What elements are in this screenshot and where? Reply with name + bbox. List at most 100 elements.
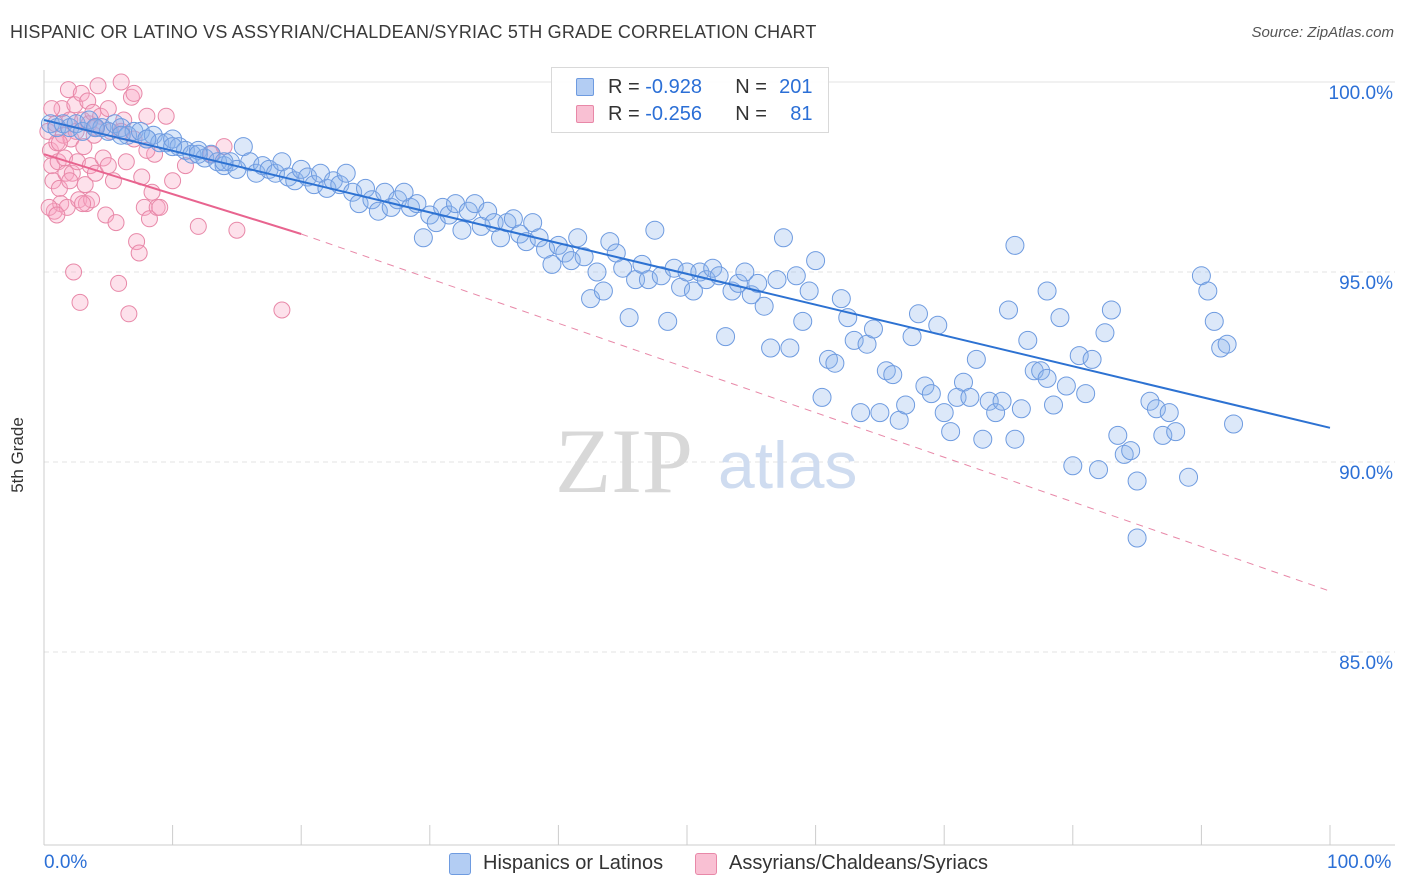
point-assyrians bbox=[228, 221, 246, 239]
point-hispanics bbox=[1159, 403, 1179, 423]
point-hispanics bbox=[1095, 323, 1115, 343]
point-hispanics bbox=[1031, 361, 1051, 381]
point-hispanics bbox=[793, 311, 813, 331]
point-hispanics bbox=[561, 251, 581, 271]
point-hispanics bbox=[1140, 391, 1160, 411]
point-hispanics bbox=[542, 254, 562, 274]
point-hispanics bbox=[973, 429, 993, 449]
y-tick-label: 85.0% bbox=[1339, 653, 1393, 674]
point-hispanics bbox=[812, 387, 832, 407]
point-hispanics bbox=[806, 251, 826, 271]
point-hispanics bbox=[1166, 422, 1186, 442]
legend-n-label: N = bbox=[735, 75, 767, 98]
point-assyrians bbox=[138, 107, 156, 125]
point-hispanics bbox=[683, 281, 703, 301]
point-hispanics bbox=[452, 220, 472, 240]
point-hispanics bbox=[458, 201, 478, 221]
point-hispanics bbox=[1089, 460, 1109, 480]
point-hispanics bbox=[587, 262, 607, 282]
point-assyrians bbox=[75, 138, 93, 156]
point-hispanics bbox=[240, 152, 260, 172]
point-hispanics bbox=[413, 228, 433, 248]
point-hispanics bbox=[593, 281, 613, 301]
y-tick-label: 95.0% bbox=[1339, 273, 1393, 294]
point-hispanics bbox=[1050, 308, 1070, 328]
point-hispanics bbox=[754, 296, 774, 316]
point-hispanics bbox=[1056, 376, 1076, 396]
point-hispanics bbox=[1005, 235, 1025, 255]
watermark: ZIP atlas bbox=[555, 410, 857, 512]
point-assyrians bbox=[43, 100, 61, 118]
point-hispanics bbox=[163, 129, 183, 149]
bottom-legend-assyrians[interactable]: Assyrians/Chaldeans/Syriacs bbox=[695, 852, 988, 875]
point-hispanics bbox=[896, 395, 916, 415]
point-hispanics bbox=[703, 258, 723, 278]
point-hispanics bbox=[748, 273, 768, 293]
point-hispanics bbox=[799, 281, 819, 301]
point-hispanics bbox=[1011, 399, 1031, 419]
point-hispanics bbox=[767, 270, 787, 290]
bottom-legend: Hispanics or Latinos Assyrians/Chaldeans… bbox=[0, 850, 1406, 878]
point-assyrians bbox=[57, 164, 75, 182]
point-assyrians bbox=[71, 293, 89, 311]
x-tick-label-max: 100.0% bbox=[1327, 852, 1392, 873]
bottom-legend-label: Assyrians/Chaldeans/Syriacs bbox=[729, 852, 988, 874]
legend-n-label: N = bbox=[735, 102, 767, 125]
point-assyrians bbox=[110, 274, 128, 292]
point-hispanics bbox=[696, 270, 716, 290]
point-hispanics bbox=[844, 330, 864, 350]
point-hispanics bbox=[773, 228, 793, 248]
point-hispanics bbox=[908, 304, 928, 324]
point-hispanics bbox=[111, 118, 131, 138]
point-hispanics bbox=[1076, 384, 1096, 404]
point-hispanics bbox=[1217, 334, 1237, 354]
point-assyrians bbox=[164, 172, 182, 190]
point-assyrians bbox=[273, 301, 291, 319]
bottom-legend-hispanics[interactable]: Hispanics or Latinos bbox=[449, 852, 663, 875]
point-hispanics bbox=[966, 349, 986, 369]
point-hispanics bbox=[735, 262, 755, 282]
point-hispanics bbox=[1108, 425, 1128, 445]
point-assyrians bbox=[120, 305, 138, 323]
point-hispanics bbox=[1063, 456, 1083, 476]
source-label: Source: ZipAtlas.com bbox=[1251, 24, 1394, 41]
point-hispanics bbox=[111, 125, 131, 145]
point-hispanics bbox=[1127, 528, 1147, 548]
point-assyrians bbox=[65, 263, 83, 281]
point-hispanics bbox=[1044, 395, 1064, 415]
legend-n-value: 201 bbox=[779, 75, 813, 98]
point-hispanics bbox=[992, 391, 1012, 411]
point-hispanics bbox=[1179, 467, 1199, 487]
point-assyrians bbox=[61, 172, 79, 190]
legend-row-hispanics: R = -0.928 N = 201 bbox=[576, 75, 813, 99]
point-assyrians bbox=[176, 157, 194, 175]
point-hispanics bbox=[336, 163, 356, 183]
point-hispanics bbox=[1005, 429, 1025, 449]
point-hispanics bbox=[786, 266, 806, 286]
legend-n-value: 81 bbox=[790, 102, 813, 125]
point-hispanics bbox=[568, 228, 588, 248]
legend-r-value: -0.256 bbox=[645, 102, 702, 125]
point-hispanics bbox=[960, 387, 980, 407]
point-hispanics bbox=[1037, 281, 1057, 301]
y-axis-label: 5th Grade bbox=[8, 417, 27, 493]
point-hispanics bbox=[986, 403, 1006, 423]
legend-r-value: -0.928 bbox=[645, 75, 702, 98]
point-hispanics bbox=[851, 403, 871, 423]
point-hispanics bbox=[921, 384, 941, 404]
point-hispanics bbox=[870, 403, 890, 423]
chart-title: HISPANIC OR LATINO VS ASSYRIAN/CHALDEAN/… bbox=[10, 22, 817, 42]
point-hispanics bbox=[915, 376, 935, 396]
trend-lines bbox=[43, 119, 1331, 592]
point-hispanics bbox=[645, 220, 665, 240]
point-hispanics bbox=[883, 365, 903, 385]
point-hispanics bbox=[1082, 349, 1102, 369]
point-hispanics bbox=[934, 403, 954, 423]
legend-r-label: R = bbox=[608, 75, 640, 98]
point-hispanics bbox=[1204, 311, 1224, 331]
y-tick-labels: 85.0% 90.0% 95.0% 100.0% bbox=[1329, 83, 1394, 674]
point-hispanics bbox=[825, 353, 845, 373]
point-hispanics bbox=[999, 300, 1018, 320]
point-assyrians bbox=[74, 195, 92, 213]
